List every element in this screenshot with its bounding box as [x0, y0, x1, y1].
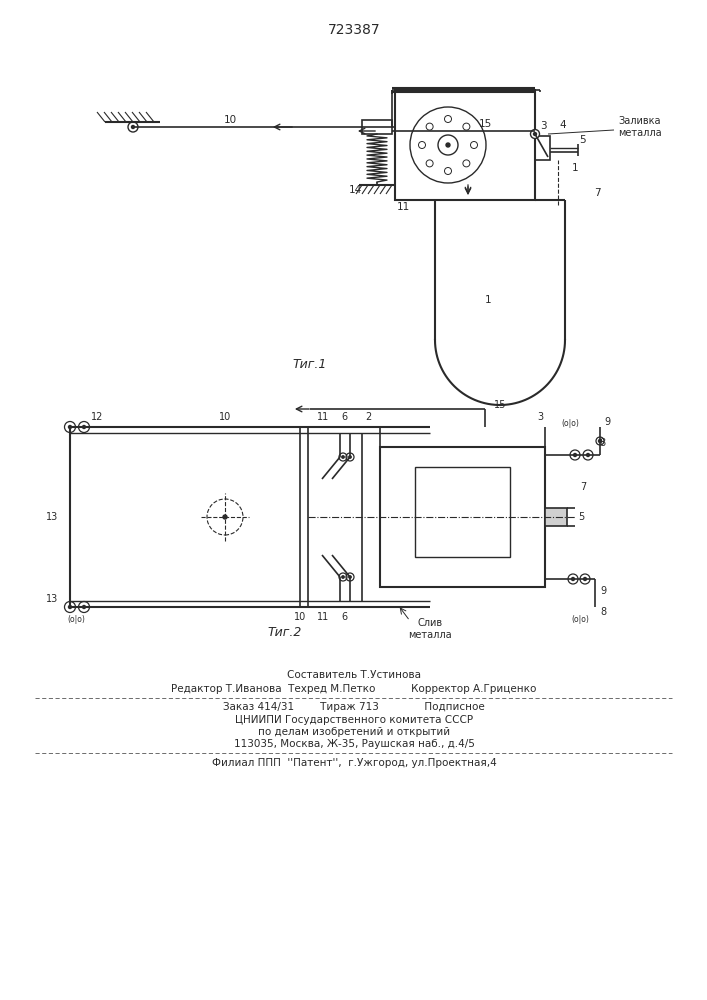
Circle shape — [534, 132, 537, 135]
Circle shape — [83, 605, 86, 608]
Circle shape — [69, 605, 71, 608]
Text: 15: 15 — [493, 400, 506, 410]
Text: 5: 5 — [578, 512, 584, 522]
Circle shape — [83, 426, 86, 428]
Circle shape — [128, 122, 138, 132]
Circle shape — [341, 576, 344, 578]
Text: 13: 13 — [46, 512, 58, 522]
Bar — [380, 447, 545, 587]
Text: (o|o): (o|o) — [67, 614, 85, 624]
Circle shape — [573, 454, 576, 456]
Circle shape — [223, 515, 227, 519]
Text: 9: 9 — [600, 586, 606, 596]
Text: 10: 10 — [294, 612, 306, 622]
Text: 9: 9 — [604, 417, 610, 427]
Bar — [415, 467, 510, 557]
Text: 3: 3 — [539, 121, 547, 131]
Text: 10: 10 — [219, 412, 231, 422]
Circle shape — [530, 129, 539, 138]
Text: 7: 7 — [580, 482, 586, 492]
Text: (o|o): (o|o) — [571, 614, 589, 624]
Text: 11: 11 — [317, 612, 329, 622]
Text: 8: 8 — [599, 438, 605, 448]
Circle shape — [446, 143, 450, 147]
Text: Слив
металла: Слив металла — [408, 618, 452, 640]
Text: 8: 8 — [600, 607, 606, 617]
Text: 113035, Москва, Ж-35, Раушская наб., д.4/5: 113035, Москва, Ж-35, Раушская наб., д.4… — [233, 739, 474, 749]
Circle shape — [349, 456, 351, 458]
Text: 3: 3 — [537, 412, 543, 422]
Text: 1: 1 — [572, 163, 578, 173]
Bar — [362, 120, 392, 134]
Circle shape — [341, 456, 344, 458]
Text: 5: 5 — [579, 135, 585, 145]
Text: по делам изобретений и открытий: по делам изобретений и открытий — [258, 727, 450, 737]
Text: 6: 6 — [341, 612, 347, 622]
Text: 10: 10 — [223, 115, 237, 125]
Bar — [535, 136, 550, 160]
Circle shape — [599, 440, 602, 442]
Circle shape — [69, 426, 71, 428]
Text: Τиг.2: Τиг.2 — [268, 626, 302, 639]
Text: 15: 15 — [479, 119, 491, 129]
Text: Заливка
металла: Заливка металла — [618, 116, 662, 138]
Bar — [395, 90, 535, 200]
Text: 11: 11 — [397, 202, 409, 212]
Text: 1: 1 — [485, 295, 491, 305]
Text: 14: 14 — [349, 185, 361, 195]
Text: (o|o): (o|o) — [561, 420, 579, 428]
Text: Заказ 414/31        Тираж 713              Подписное: Заказ 414/31 Тираж 713 Подписное — [223, 702, 485, 712]
Circle shape — [571, 578, 575, 580]
Circle shape — [132, 125, 134, 128]
Text: 723387: 723387 — [327, 23, 380, 37]
Text: Редактор Т.Иванова  Техред М.Петко           Корректор А.Гриценко: Редактор Т.Иванова Техред М.Петко Коррек… — [171, 684, 537, 694]
Text: 2: 2 — [365, 412, 371, 422]
Text: 11: 11 — [317, 412, 329, 422]
Text: 7: 7 — [594, 188, 600, 198]
Text: 4: 4 — [560, 120, 566, 130]
Text: Составитель Т.Устинова: Составитель Т.Устинова — [287, 670, 421, 680]
Circle shape — [583, 578, 587, 580]
Text: 12: 12 — [90, 412, 103, 422]
Circle shape — [587, 454, 590, 456]
Text: Τиг.1: Τиг.1 — [293, 359, 327, 371]
Text: ЦНИИПИ Государственного комитета СССР: ЦНИИПИ Государственного комитета СССР — [235, 715, 473, 725]
Bar — [545, 508, 567, 526]
Text: 6: 6 — [341, 412, 347, 422]
Text: 13: 13 — [46, 594, 58, 604]
Text: Филиал ППП  ''Патент'',  г.Ужгород, ул.Проектная,4: Филиал ППП ''Патент'', г.Ужгород, ул.Про… — [211, 758, 496, 768]
Circle shape — [349, 576, 351, 578]
